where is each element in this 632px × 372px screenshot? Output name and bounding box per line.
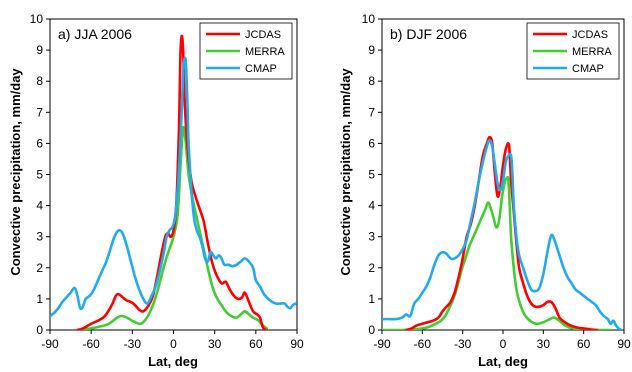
y-tick-label: 10 [30, 12, 44, 26]
x-tick-label: 30 [208, 337, 222, 351]
series-lines [382, 135, 623, 330]
y-tick-label: 6 [368, 136, 375, 150]
series-line-jcdas [76, 34, 267, 330]
y-tick-label: 8 [36, 74, 43, 88]
legend-label-jcdas: JCDAS [245, 29, 281, 41]
y-tick-label: 5 [36, 168, 43, 182]
series-line-cmap [50, 56, 297, 318]
x-axis-title: Lat, deg [478, 354, 528, 369]
y-tick-label: 1 [36, 292, 43, 306]
y-tick-label: 2 [368, 261, 375, 275]
y-tick-label: 5 [368, 168, 375, 182]
y-tick-label: 7 [36, 105, 43, 119]
legend: JCDAS MERRA CMAP [199, 22, 293, 80]
y-axis-title: Convective precipitation, mm/day [338, 68, 353, 276]
y-tick-label: 4 [368, 199, 375, 213]
y-tick-label: 8 [368, 74, 375, 88]
legend-label-cmap: CMAP [572, 63, 604, 75]
series-line-cmap [382, 138, 623, 330]
y-tick-label: 3 [368, 230, 375, 244]
x-tick-label: 0 [170, 337, 177, 351]
series-line-jcdas [404, 135, 599, 330]
x-tick-label: -60 [414, 337, 432, 351]
y-tick-label: 2 [36, 261, 43, 275]
y-tick-label: 0 [368, 323, 375, 337]
legend-label-merra: MERRA [245, 46, 285, 58]
x-tick-label: 60 [577, 337, 591, 351]
y-tick-label: 10 [362, 12, 376, 26]
x-tick-label: 0 [500, 337, 507, 351]
x-tick-label: -60 [82, 337, 100, 351]
panel-label: b) DJF 2006 [390, 26, 467, 42]
y-axis-title: Convective precipitation, mm/day [8, 68, 23, 276]
y-tick-label: 0 [36, 323, 43, 337]
x-tick-label: 30 [537, 337, 551, 351]
y-tick-label: 1 [368, 292, 375, 306]
series-line-merra [76, 125, 269, 330]
panel-djf-2006: 0 1 2 3 4 5 6 7 8 9 10 -90 -60 -30 0 30 60 90 Lat, deg Conv… [338, 12, 631, 369]
series-line-merra [382, 175, 612, 330]
legend-label-jcdas: JCDAS [572, 29, 608, 41]
x-tick-label: -90 [373, 337, 391, 351]
y-tick-label: 9 [368, 43, 375, 57]
y-tick-label: 6 [36, 136, 43, 150]
y-tick-label: 4 [36, 199, 43, 213]
x-tick-label: 90 [617, 337, 631, 351]
x-tick-label: 60 [249, 337, 263, 351]
series-lines [50, 34, 297, 330]
y-tick-label: 3 [36, 230, 43, 244]
x-tick-label: -90 [41, 337, 59, 351]
legend-label-merra: MERRA [572, 46, 612, 58]
panel-jja-2006: 0 1 2 3 4 5 6 7 8 9 10 -90 -60 -30 0 30 60 90 Lat, deg Conv… [8, 12, 304, 369]
x-axis-title: Lat, deg [148, 354, 198, 369]
x-tick-label: 90 [290, 337, 304, 351]
legend-label-cmap: CMAP [245, 63, 277, 75]
x-tick-label: -30 [454, 337, 472, 351]
legend: JCDAS MERRA CMAP [526, 22, 620, 80]
panel-label: a) JJA 2006 [58, 26, 132, 42]
x-tick-label: -30 [124, 337, 142, 351]
y-tick-label: 7 [368, 105, 375, 119]
y-tick-label: 9 [36, 43, 43, 57]
